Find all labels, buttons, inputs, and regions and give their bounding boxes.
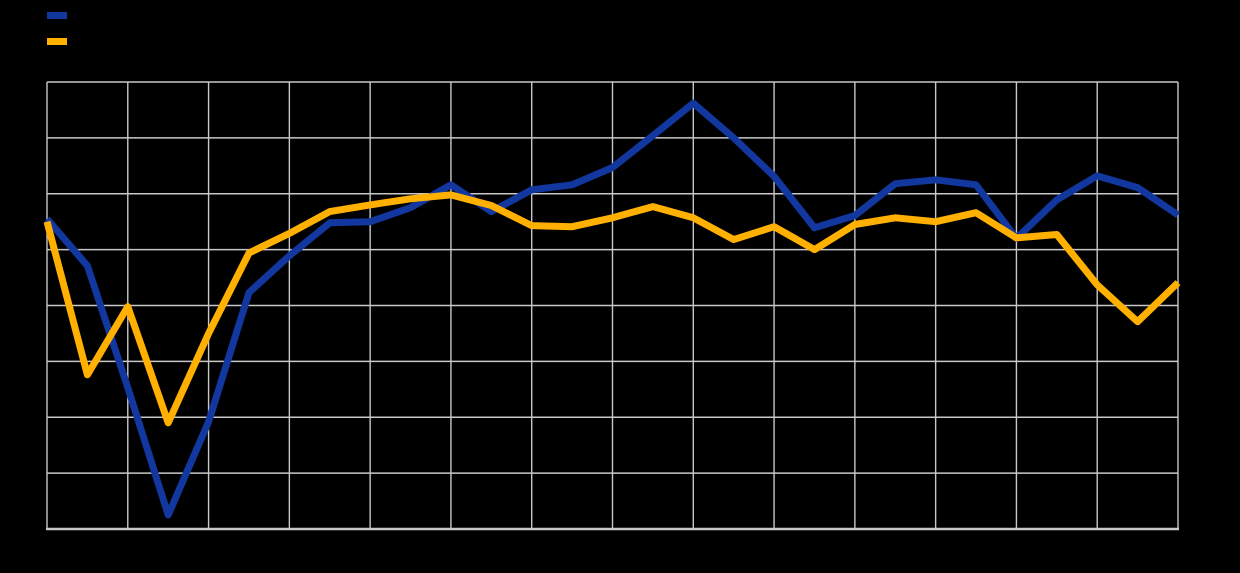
legend-item-2 [47, 38, 75, 45]
legend [47, 12, 75, 45]
series-1-line [44, 99, 1180, 519]
legend-swatch-blue [47, 12, 67, 19]
legend-swatch-yellow [47, 38, 67, 45]
legend-item-1 [47, 12, 75, 19]
series-2-line [43, 191, 1181, 427]
